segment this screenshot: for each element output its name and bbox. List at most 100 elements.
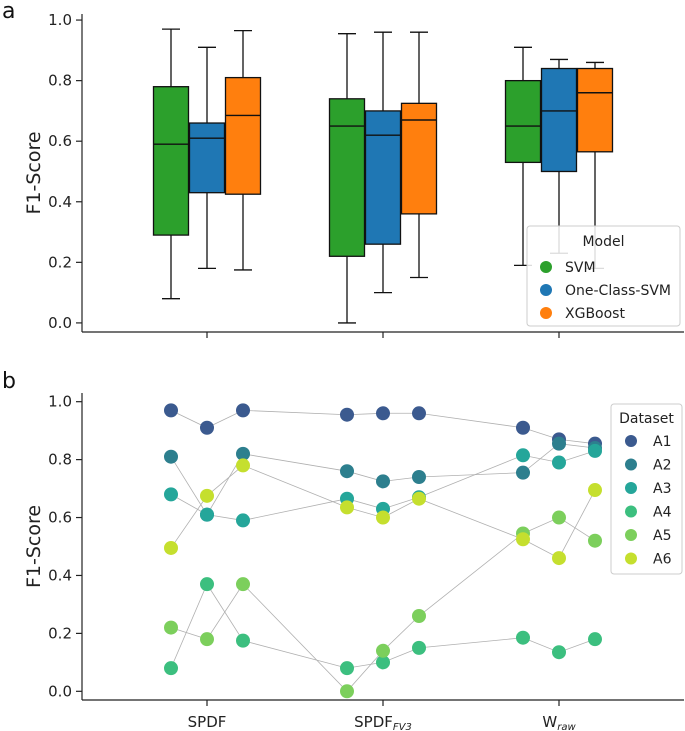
point-a2 — [412, 469, 426, 484]
x-tick-label-subscript: FV3 — [393, 722, 412, 731]
point-a5 — [412, 609, 426, 624]
point-a1 — [376, 406, 390, 421]
legend-label: A3 — [653, 481, 671, 497]
legend-title: Model — [582, 234, 624, 250]
legend-label: A5 — [653, 528, 671, 544]
point-a4 — [588, 632, 602, 647]
box-body — [576, 67, 614, 153]
y-axis-label: F1-Score — [23, 131, 45, 214]
point-a6 — [200, 488, 214, 503]
point-a3 — [552, 455, 566, 470]
y-tick-label: 0.4 — [48, 566, 72, 584]
point-a6 — [340, 500, 354, 515]
box-body — [400, 102, 438, 215]
point-a1 — [200, 420, 214, 435]
legend-marker — [625, 552, 637, 565]
legend-label: SVM — [565, 260, 596, 276]
point-a6 — [412, 491, 426, 506]
point-a5 — [200, 632, 214, 647]
point-a3 — [164, 487, 178, 502]
point-a6 — [236, 458, 250, 473]
box-xgboost — [576, 61, 614, 270]
point-a2 — [516, 465, 530, 480]
legend-marker — [540, 284, 552, 296]
point-a6 — [588, 483, 602, 498]
legend-marker — [625, 529, 637, 541]
legend-label: One-Class-SVM — [565, 283, 671, 299]
x-tick-label: SPDFFV3 — [354, 713, 412, 731]
y-tick-label: 1.0 — [48, 393, 72, 411]
box-svm — [504, 46, 542, 267]
y-tick-label: 0.6 — [48, 132, 72, 150]
x-tick-label-main: SPDF — [354, 713, 393, 731]
box-one-class-svm — [364, 31, 402, 294]
box-body — [540, 67, 578, 173]
legend-marker — [625, 435, 637, 447]
point-a6 — [376, 510, 390, 525]
legend-marker — [540, 261, 552, 273]
box-body — [504, 79, 542, 164]
x-tick-label: Wraw — [542, 713, 576, 731]
point-a3 — [236, 513, 250, 528]
y-tick-label: 1.0 — [48, 11, 72, 29]
panel-a-boxplot: 0.0 0.2 0.4 0.6 0.8 1.0 F1-Score Model SVM One-Cl… — [23, 11, 684, 338]
point-a2 — [164, 449, 178, 464]
point-a3 — [200, 507, 214, 522]
point-a6 — [516, 532, 530, 547]
point-a6 — [164, 540, 178, 555]
panel-letter-b: b — [2, 369, 16, 394]
point-a2 — [376, 474, 390, 489]
point-a5 — [552, 510, 566, 525]
point-a4 — [164, 661, 178, 676]
box-body — [364, 110, 402, 245]
y-tick-label: 0.6 — [48, 509, 72, 527]
box-body — [328, 98, 366, 257]
point-a3 — [588, 443, 602, 458]
x-tick-label: SPDF — [188, 713, 227, 731]
y-tick-label: 0.2 — [48, 253, 72, 271]
box-xgboost — [224, 30, 262, 271]
panel-letter-a: a — [2, 0, 15, 24]
box-body — [224, 76, 262, 195]
y-axis-label: F1-Score — [23, 505, 45, 588]
legend-dataset: Dataset A1 A2 A3 A4 A5 A6 — [610, 403, 683, 575]
point-a4 — [552, 645, 566, 660]
x-tick-label-main: W — [542, 713, 557, 731]
legend-label: A2 — [653, 458, 671, 474]
box-one-class-svm — [540, 58, 578, 254]
point-a5 — [588, 533, 602, 548]
point-a1 — [164, 403, 178, 418]
point-a2 — [236, 446, 250, 461]
legend-box — [526, 225, 681, 327]
point-a5 — [236, 577, 250, 592]
legend-label: A4 — [653, 505, 672, 521]
y-tick-label: 0.2 — [48, 624, 72, 642]
point-a1 — [236, 403, 250, 418]
box-one-class-svm — [188, 46, 226, 270]
box-svm — [152, 28, 190, 300]
legend-label: A1 — [653, 434, 671, 450]
x-tick-label-subscript: raw — [557, 722, 576, 731]
box-svm — [328, 33, 366, 324]
legend-title: Dataset — [619, 411, 674, 427]
y-tick-label: 0.4 — [48, 193, 72, 211]
legend-marker — [625, 505, 637, 518]
legend-marker — [625, 458, 637, 471]
point-a4 — [340, 661, 354, 676]
point-a1 — [340, 407, 354, 422]
legend-marker — [625, 482, 637, 494]
box-body — [188, 122, 226, 194]
legend-model: Model SVM One-Class-SVM XGBoost — [526, 225, 681, 327]
point-a1 — [516, 420, 530, 435]
point-a4 — [236, 633, 250, 648]
x-tick-label-main: SPDF — [188, 713, 227, 731]
y-tick-label: 0.0 — [48, 682, 72, 700]
point-a4 — [516, 630, 530, 645]
point-a4 — [412, 640, 426, 655]
legend-label: A6 — [653, 552, 672, 568]
point-a5 — [164, 620, 178, 635]
point-a6 — [552, 551, 566, 566]
point-a2 — [552, 436, 566, 451]
